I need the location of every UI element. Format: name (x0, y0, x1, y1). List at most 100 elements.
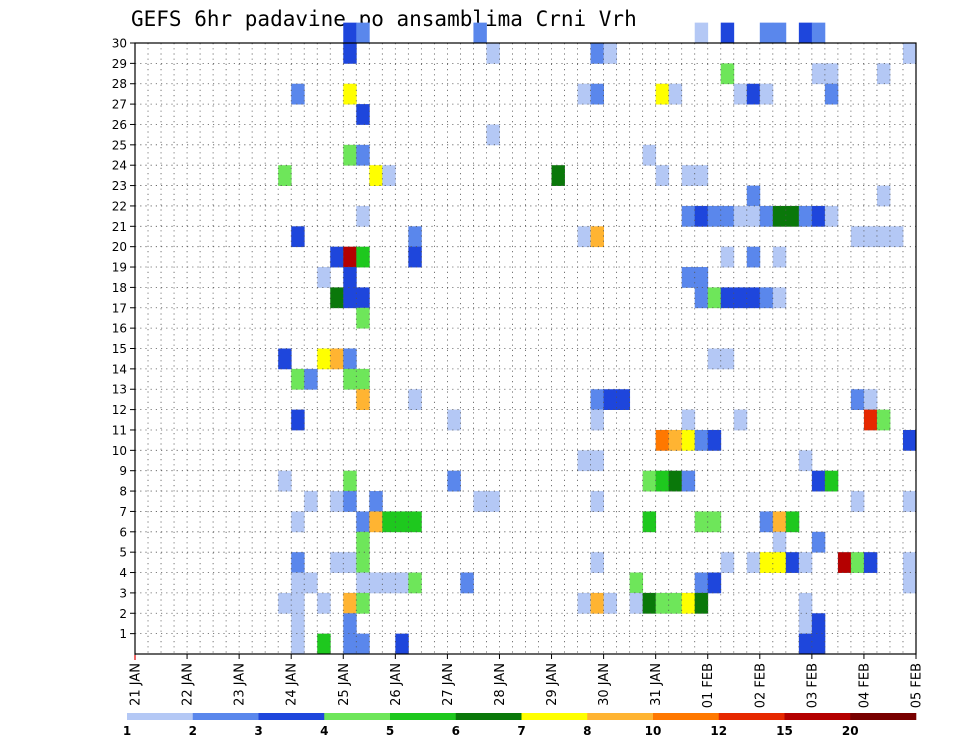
y-tick-label: 8 (119, 485, 127, 499)
heatmap-cell (343, 552, 357, 573)
y-tick-label: 25 (112, 138, 127, 152)
heatmap-cell (278, 348, 292, 370)
heatmap-cell (408, 511, 422, 533)
heatmap-cell (759, 511, 774, 533)
colorbar-label: 6 (452, 724, 460, 738)
colorbar-label: 4 (320, 724, 328, 738)
colorbar-label: 10 (645, 724, 662, 738)
heatmap-cell (759, 22, 774, 44)
colorbar-swatch (587, 713, 654, 720)
heatmap-cell (655, 429, 670, 451)
heatmap-cell (798, 22, 813, 44)
heatmap-cell (603, 592, 618, 614)
heatmap-cell (694, 287, 709, 309)
x-tick-label: 21 JAN (129, 663, 144, 706)
heatmap-cell (694, 592, 709, 614)
heatmap-cell (772, 552, 787, 573)
heatmap-cell (798, 613, 813, 635)
heatmap-cell (343, 368, 357, 390)
heatmap-cell (772, 511, 787, 533)
colorbar-label: 5 (386, 724, 394, 738)
heatmap-cell (798, 205, 813, 227)
heatmap-cell (876, 185, 891, 207)
heatmap-cell (590, 552, 604, 573)
heatmap-cell (590, 491, 604, 512)
heatmap-cell (850, 226, 865, 248)
heatmap-cell (681, 470, 696, 492)
heatmap-cell (798, 552, 813, 573)
heatmap-cell (863, 389, 878, 410)
x-tick-label: 26 JAN (389, 663, 404, 706)
heatmap-cell (343, 287, 357, 309)
y-tick-label: 27 (112, 98, 127, 112)
heatmap-cell (577, 592, 591, 614)
heatmap-cell (772, 246, 787, 268)
heatmap-cell (278, 592, 292, 614)
heatmap-cell (447, 470, 461, 492)
heatmap-cell (343, 83, 357, 105)
gridlines (135, 43, 916, 654)
y-tick-label: 29 (112, 57, 127, 71)
heatmap-cell (694, 267, 709, 288)
heatmap-cell (824, 205, 839, 227)
heatmap-cell (330, 287, 344, 309)
y-tick-label: 14 (112, 362, 127, 376)
heatmap-cell (473, 491, 487, 512)
x-tick-label: 23 JAN (233, 663, 248, 706)
heatmap-cell (642, 511, 657, 533)
heatmap-cell (291, 592, 305, 614)
heatmap-cell (486, 43, 500, 64)
heatmap-cell (720, 287, 735, 309)
heatmap-cell (746, 83, 761, 105)
y-tick-label: 7 (119, 505, 127, 519)
heatmap-cell (668, 429, 683, 451)
heatmap-cell (824, 63, 839, 85)
heatmap-cell (746, 185, 761, 207)
heatmap-cell (681, 205, 696, 227)
chart-title: GEFS 6hr padavine po ansamblima Crni Vrh (131, 7, 637, 31)
heatmap-cell (707, 287, 722, 309)
colorbar-swatch (784, 713, 851, 720)
heatmap-cell (590, 43, 604, 64)
heatmap-cell (876, 226, 891, 248)
heatmap-cell (720, 552, 735, 573)
y-tick-label: 10 (112, 444, 127, 458)
heatmap-cell (850, 389, 865, 410)
heatmap-cell (317, 592, 331, 614)
heatmap-cell (330, 348, 344, 370)
x-tick-label: 30 JAN (597, 663, 612, 706)
heatmap-cell (382, 511, 396, 533)
colorbar-swatch (324, 713, 391, 720)
heatmap-cell (369, 572, 383, 594)
heatmap-cell (356, 104, 370, 125)
heatmap-cell (681, 429, 696, 451)
heatmap-cell (811, 63, 826, 85)
heatmap-cell (343, 348, 357, 370)
heatmap-cell (551, 165, 565, 186)
heatmap-cell (343, 613, 357, 635)
x-axis-ticks: 21 JAN 22 JAN 23 JAN 24 JAN 25 JAN 26 JAN 27 J… (129, 654, 925, 708)
heatmap-cell (460, 572, 474, 594)
heatmap-cell (902, 572, 917, 594)
heatmap-cell (733, 409, 748, 431)
colorbar-swatch (521, 713, 588, 720)
y-tick-label: 21 (112, 220, 127, 234)
heatmap-cell (902, 429, 917, 451)
heatmap-cell (824, 470, 839, 492)
heatmap-cell (707, 205, 722, 227)
heatmap-cell (369, 511, 383, 533)
x-tick-label: 05 FEB (910, 663, 925, 708)
heatmap-cell (902, 43, 917, 64)
y-tick-label: 24 (112, 159, 127, 173)
y-tick-label: 26 (112, 118, 127, 132)
heatmap-cell (824, 83, 839, 105)
heatmap-cell (837, 552, 852, 573)
x-tick-label: 04 FEB (857, 663, 872, 708)
heatmap-cell (343, 246, 357, 268)
heatmap-cell (850, 491, 865, 512)
heatmap-cell (291, 572, 305, 594)
heatmap-cell (811, 22, 826, 44)
heatmap-cell (356, 307, 370, 329)
heatmap-cell (876, 63, 891, 85)
